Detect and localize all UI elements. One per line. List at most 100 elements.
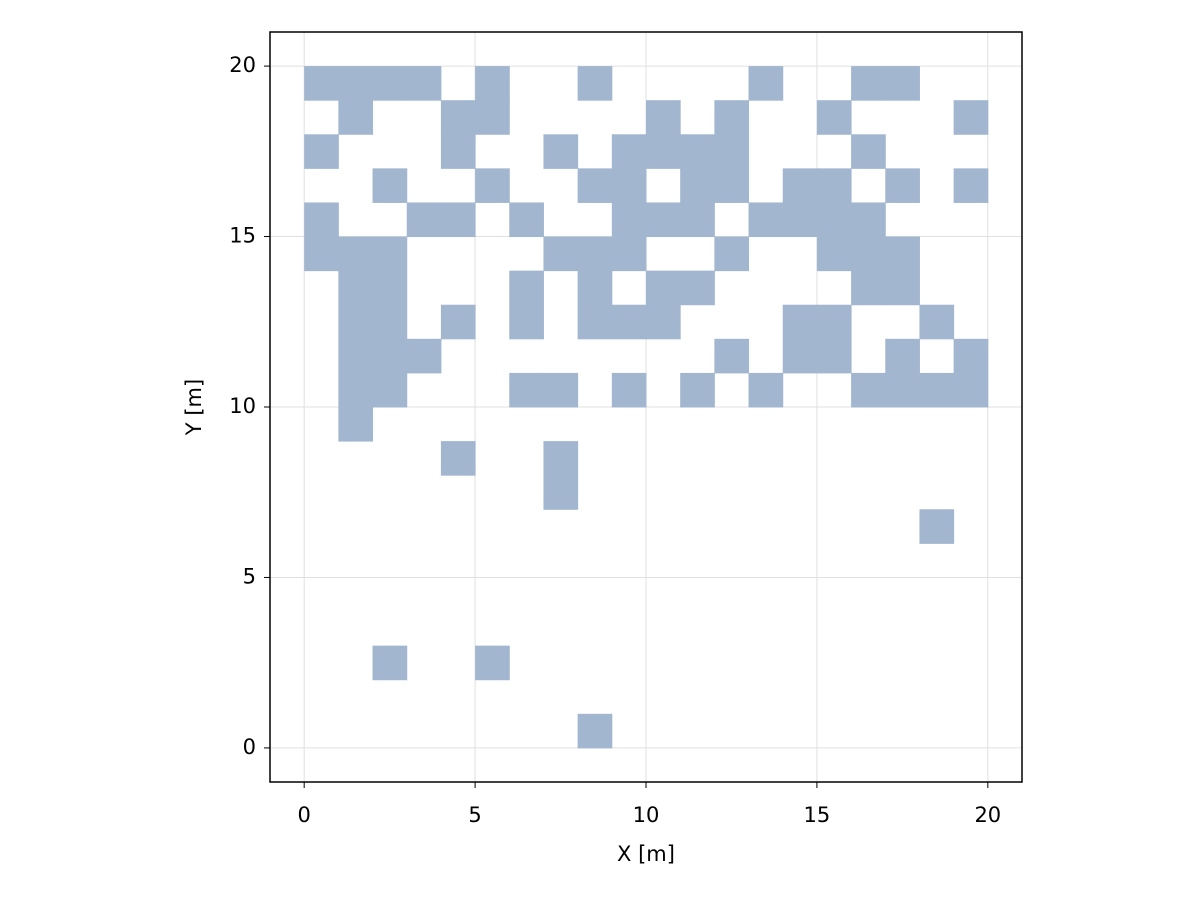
x-tick-label: 5 [468,803,481,827]
cell [919,372,955,408]
cell [611,372,647,408]
cell [440,202,476,238]
cell [509,270,544,306]
cells [304,66,989,749]
cell [885,236,920,272]
cell [816,100,852,135]
cell [816,338,852,374]
cell [680,202,715,238]
cell [543,372,579,408]
cell [885,168,920,203]
cell [714,134,750,169]
cell [372,645,408,681]
cell [851,202,886,238]
cell [475,66,510,101]
cell [953,168,989,203]
cell [919,509,955,544]
cell [714,100,750,135]
cell [885,270,920,306]
cell [680,270,715,306]
cell [338,407,374,442]
cell [782,304,818,340]
x-tick-label: 0 [297,803,310,827]
cell [406,66,442,101]
cell [509,304,544,340]
cell [646,270,681,306]
cell [338,372,374,408]
cell [851,372,886,408]
cell [338,338,374,374]
cell [885,66,920,101]
cell [475,168,510,203]
cell [577,236,613,272]
cell [338,66,374,101]
cell [680,134,715,169]
cell [406,202,442,238]
cell [440,304,476,340]
x-tick-label: 15 [804,803,831,827]
cell [304,66,339,101]
cell [338,270,374,306]
cell [782,338,818,374]
cell [851,134,886,169]
cell [475,100,510,135]
cell [372,168,408,203]
cell [509,372,544,408]
cell [338,100,374,135]
cell [680,168,715,203]
cell [714,236,750,272]
cell [543,134,579,169]
y-tick-label: 5 [243,564,256,588]
cell [646,134,681,169]
cell [304,202,339,238]
x-tick-label: 10 [633,803,660,827]
cell [816,236,852,272]
cell [372,372,408,408]
cell [475,645,510,681]
cell [577,270,613,306]
cell [611,236,647,272]
cell [304,236,339,272]
cell [680,372,715,408]
cell [543,236,579,272]
cell [953,338,989,374]
labels: 0 5 10 15 20 0 5 10 15 20 [229,53,1001,827]
cell [372,236,408,272]
cell [440,100,476,135]
cell [646,304,681,340]
cell [953,372,989,408]
cell [714,338,750,374]
cell [543,441,579,476]
cell [646,100,681,135]
cell [577,66,613,101]
cell [543,475,579,510]
cell [885,372,920,408]
cell [885,338,920,374]
cell [851,270,886,306]
cell [406,338,442,374]
cell [816,202,852,238]
cell [816,168,852,203]
y-axis-label: Y [m] [182,379,206,436]
x-axis-label: X [m] [617,842,675,866]
cell [338,236,374,272]
cell [851,66,886,101]
y-tick-label: 15 [229,224,256,248]
cell [953,100,989,135]
cell [714,168,750,203]
cell [338,304,374,340]
cell [919,304,955,340]
cell [440,441,476,476]
cell [748,66,784,101]
cell [509,202,544,238]
cell [611,202,647,238]
cell [782,202,818,238]
cell [372,338,408,374]
cell [611,304,647,340]
cell [577,168,613,203]
cell [372,304,408,340]
cell [611,134,647,169]
cell [440,134,476,169]
